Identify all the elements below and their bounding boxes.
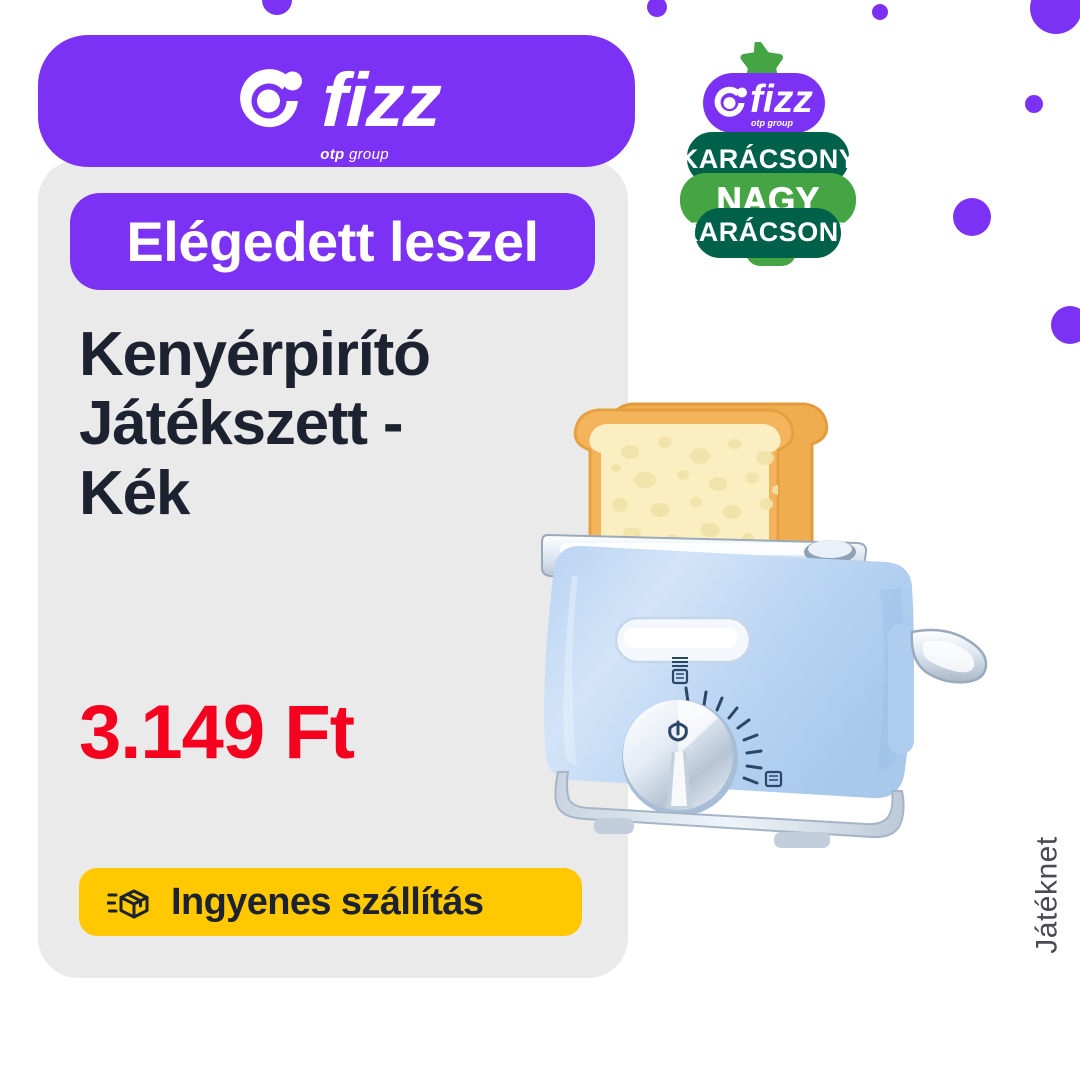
toaster-front-trim — [614, 616, 752, 664]
toaster-knob — [622, 700, 738, 816]
shop-name-label: Játéknet — [1031, 836, 1065, 954]
product-title: Kenyérpirító Játékszett - Kék — [79, 320, 431, 528]
promo-label: Elégedett leszel — [126, 209, 539, 273]
product-image — [520, 380, 1020, 880]
badge-brand-wordmark: fizz — [750, 78, 813, 121]
brand-subline-prefix: otp — [320, 146, 345, 163]
shop-name: Játéknet — [1028, 810, 1068, 980]
christmas-tree-badge[interactable]: fizz otp group KARÁCSONY NAGY KARÁCSONY — [680, 42, 856, 270]
badge-row-3-bg — [695, 208, 841, 258]
brand-subline-suffix: group — [344, 146, 389, 163]
badge-fizz-logo — [714, 86, 747, 117]
decorative-dot — [1030, 0, 1080, 34]
decorative-dot — [1025, 95, 1043, 113]
free-shipping-label: Ingyenes szállítás — [171, 881, 484, 923]
toaster-base — [554, 771, 905, 848]
free-shipping-badge[interactable]: Ingyenes szállítás — [79, 868, 582, 936]
promo-badge[interactable]: Elégedett leszel — [70, 193, 595, 290]
badge-row-1-label: KARÁCSONY — [680, 143, 856, 174]
decorative-dot — [647, 0, 667, 17]
brand-wordmark: fizz — [320, 58, 443, 143]
fast-shipping-box-icon — [105, 882, 153, 922]
badge-brand-subline: otp group — [751, 118, 793, 128]
decorative-dot — [872, 4, 888, 20]
brand-subline: otp group — [320, 146, 389, 163]
product-card — [38, 160, 628, 978]
badge-row-3-label: KARÁCSONY — [680, 216, 856, 247]
badge-row-1-bg — [687, 132, 849, 184]
decorative-dot — [953, 198, 991, 236]
decorative-dot — [1051, 306, 1080, 344]
brand-lockup: fizz otp group — [232, 58, 443, 163]
toast-slice-front — [573, 408, 795, 572]
decorative-dot — [262, 0, 292, 15]
fizz-circle-dot-icon — [232, 64, 306, 138]
toaster-dial-ticks — [684, 686, 763, 785]
product-price: 3.149 Ft — [79, 690, 355, 775]
toaster-setting-icons — [671, 657, 783, 788]
brand-header-pill[interactable]: fizz otp group — [38, 35, 635, 167]
toaster-lever — [888, 624, 988, 754]
